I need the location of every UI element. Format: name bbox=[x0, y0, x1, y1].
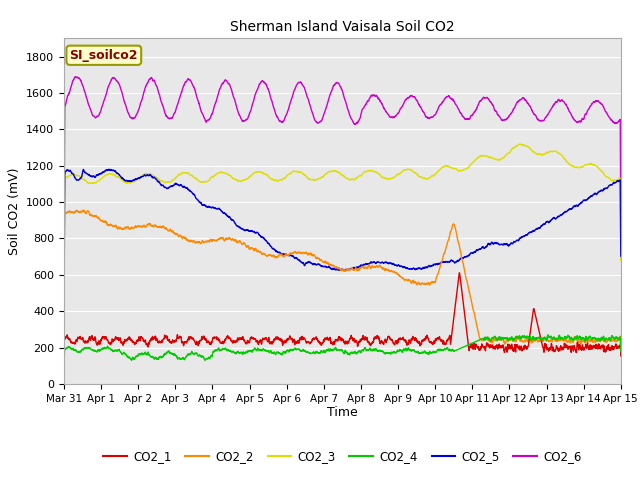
X-axis label: Time: Time bbox=[327, 407, 358, 420]
Text: SI_soilco2: SI_soilco2 bbox=[70, 49, 138, 62]
Y-axis label: Soil CO2 (mV): Soil CO2 (mV) bbox=[8, 168, 20, 255]
Legend: CO2_1, CO2_2, CO2_3, CO2_4, CO2_5, CO2_6: CO2_1, CO2_2, CO2_3, CO2_4, CO2_5, CO2_6 bbox=[99, 445, 586, 468]
Title: Sherman Island Vaisala Soil CO2: Sherman Island Vaisala Soil CO2 bbox=[230, 21, 454, 35]
